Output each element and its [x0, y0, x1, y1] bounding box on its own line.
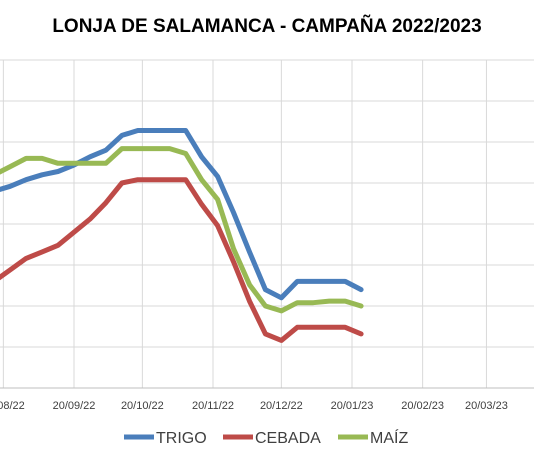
legend: TRIGO CEBADA MAÍZ	[124, 428, 408, 447]
series-lines	[0, 128, 364, 343]
series-line-maíz	[0, 146, 364, 314]
legend-label-trigo: TRIGO	[156, 430, 207, 447]
chart-title: LONJA DE SALAMANCA - CAMPAÑA 2022/2023	[52, 15, 481, 37]
series-line-trigo	[0, 128, 364, 301]
x-tick-label: 20/02/23	[401, 400, 444, 412]
grid	[0, 59, 534, 389]
x-tick-label: 20/12/22	[260, 400, 303, 412]
series-line-cebada	[0, 177, 364, 343]
legend-label-maíz: MAÍZ	[370, 428, 408, 447]
x-tick-label: 20/09/22	[53, 400, 96, 412]
x-tick-label: 20/03/23	[465, 400, 508, 412]
x-tick-label: 20/08/22	[0, 400, 25, 412]
x-tick-label: 20/10/22	[121, 400, 164, 412]
x-tick-label: 20/01/23	[331, 400, 374, 412]
x-tick-label: 20/11/22	[192, 400, 234, 412]
legend-label-cebada: CEBADA	[255, 430, 321, 447]
x-axis-ticks: 20/08/22 20/09/22 20/10/22 20/11/22 20/12/22…	[0, 400, 508, 412]
